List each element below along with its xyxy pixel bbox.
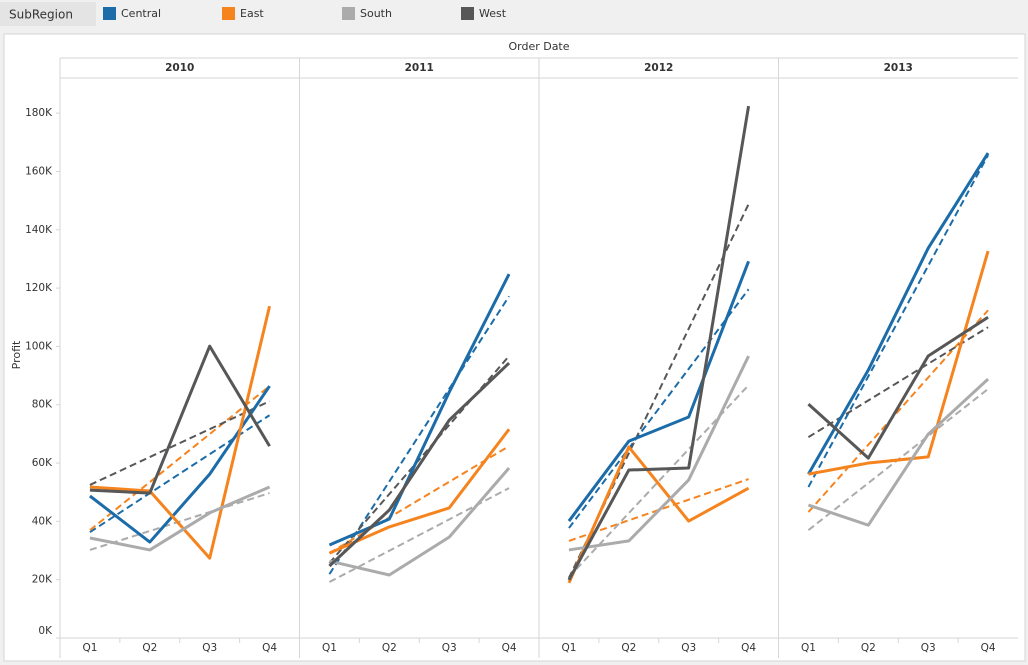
series-line [567, 105, 751, 581]
y-tick-label: 160K [25, 165, 53, 177]
panel-title: 2012 [644, 62, 673, 74]
y-tick-label: 40K [32, 515, 53, 527]
legend-label: East [240, 7, 264, 20]
trend-line [89, 400, 270, 486]
trend-line [807, 309, 989, 513]
x-tick-label: Q3 [442, 642, 457, 654]
x-tick-label: Q4 [981, 642, 996, 654]
y-tick-label: 180K [25, 107, 53, 119]
legend-title-box [0, 2, 96, 26]
x-tick-label: Q2 [382, 642, 397, 654]
x-tick-label: Q2 [142, 642, 157, 654]
series-line [329, 467, 511, 577]
legend-label: West [479, 7, 507, 20]
chart-area [3, 33, 1026, 662]
y-tick-label: 20K [32, 574, 53, 586]
trend-line [568, 288, 750, 529]
legend-title: SubRegion [9, 8, 73, 22]
legend-label: Central [121, 7, 161, 20]
legend-swatch [103, 7, 116, 20]
column-header: Order Date [508, 40, 569, 53]
x-tick-label: Q4 [502, 642, 517, 654]
series-line [567, 260, 750, 522]
trend-line [328, 445, 510, 555]
series-line [328, 361, 511, 568]
trend-line [807, 154, 989, 488]
panel-title: 2011 [405, 62, 434, 74]
series-line [328, 273, 511, 547]
legend-swatch [222, 7, 235, 20]
series-line [807, 377, 990, 527]
panel-title: 2013 [884, 62, 913, 74]
trend-line [807, 326, 989, 438]
trend-line [89, 385, 271, 531]
x-tick-label: Q1 [322, 642, 337, 654]
x-tick-label: Q3 [681, 642, 696, 654]
y-tick-label: 80K [32, 399, 53, 411]
trend-line [89, 492, 270, 551]
series-line [807, 152, 990, 475]
x-tick-label: Q4 [741, 642, 756, 654]
legend-swatch [342, 7, 355, 20]
x-tick-label: Q1 [82, 642, 97, 654]
series-line [89, 344, 271, 495]
series-line [89, 485, 271, 552]
x-tick-label: Q3 [921, 642, 936, 654]
x-tick-label: Q2 [621, 642, 636, 654]
x-tick-label: Q1 [801, 642, 816, 654]
legend-label: South [360, 7, 392, 20]
y-axis-title: Profit [10, 340, 23, 369]
legend-swatch [461, 7, 474, 20]
y-tick-label: 140K [25, 224, 53, 236]
series-line [807, 316, 989, 460]
series-line [89, 305, 272, 560]
x-tick-label: Q2 [861, 642, 876, 654]
y-tick-label: 120K [25, 282, 53, 294]
panel-title: 2010 [165, 62, 194, 74]
x-tick-label: Q4 [262, 642, 277, 654]
x-tick-label: Q3 [202, 642, 217, 654]
y-tick-label: 100K [25, 340, 53, 352]
series-line [808, 250, 990, 476]
series-line [568, 355, 750, 552]
series-line [567, 445, 750, 584]
legend-bar [0, 0, 1028, 28]
trend-line [328, 355, 510, 564]
y-tick-label: 60K [32, 457, 53, 469]
y-tick-label: 0K [38, 625, 53, 637]
x-tick-label: Q1 [561, 642, 576, 654]
